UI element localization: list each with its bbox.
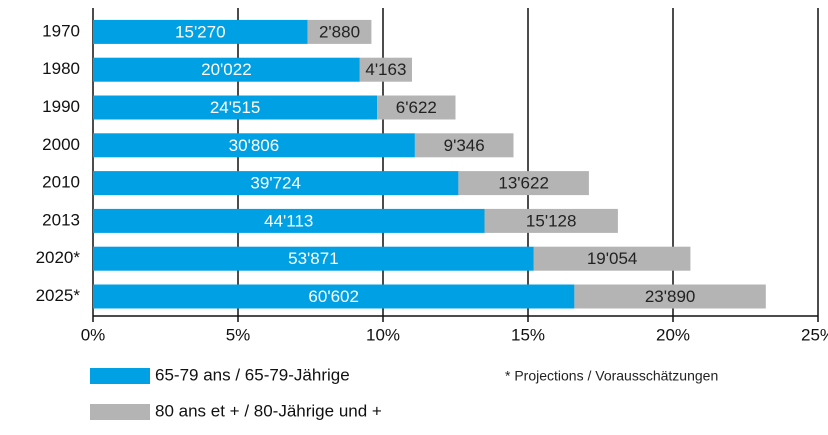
- bar-count-label: 20'022: [201, 60, 252, 79]
- bar-count-label: 30'806: [229, 136, 280, 155]
- bar-count-label: 6'622: [396, 98, 437, 117]
- x-tick-label: 10%: [366, 325, 400, 344]
- bar-segment: [484, 208, 618, 233]
- legend-label: 65-79 ans / 65-79-Jährige: [155, 365, 350, 384]
- bar-segment: [93, 171, 459, 196]
- bar-segment: [93, 133, 415, 158]
- y-tick-label: 2010: [42, 173, 80, 192]
- bar-segment: [93, 284, 575, 309]
- legend-label: 80 ans et + / 80-Jährige und +: [155, 401, 382, 420]
- bar-segment: [93, 19, 308, 44]
- bar-segment: [377, 95, 456, 120]
- bar-count-label: 15'270: [175, 22, 226, 41]
- bar-count-label: 15'128: [526, 211, 577, 230]
- x-tick-label: 0%: [81, 325, 106, 344]
- bar-count-label: 19'054: [587, 249, 638, 268]
- bar-segment: [93, 208, 485, 233]
- x-tick-label: 5%: [226, 325, 251, 344]
- x-tick-label: 25%: [801, 325, 828, 344]
- bar-segment: [574, 284, 766, 309]
- note: * Projections / Vorausschätzungen: [505, 368, 718, 384]
- x-tick-label: 15%: [511, 325, 545, 344]
- bar-count-label: 39'724: [250, 174, 301, 193]
- bar-count-label: 60'602: [308, 287, 359, 306]
- y-tick-label: 2025*: [36, 286, 81, 305]
- bar-count-label: 13'622: [498, 174, 549, 193]
- y-tick-label: 2013: [42, 210, 80, 229]
- bar-count-label: 2'880: [319, 22, 360, 41]
- bar-segment: [93, 57, 360, 82]
- y-tick-label: 1970: [42, 21, 80, 40]
- y-tick-label: 1980: [42, 59, 80, 78]
- y-tick-label: 2020*: [36, 248, 81, 267]
- y-tick-label: 1990: [42, 97, 80, 116]
- bar-count-label: 24'515: [210, 98, 261, 117]
- bar-count-label: 53'871: [288, 249, 339, 268]
- bar-segment: [359, 57, 412, 82]
- legend-swatch: [90, 404, 150, 420]
- bar-count-label: 4'163: [365, 60, 406, 79]
- bar-segment: [93, 95, 378, 120]
- bar-count-label: 44'113: [264, 211, 313, 230]
- x-tick-label: 20%: [656, 325, 690, 344]
- bar-count-label: 23'890: [645, 287, 696, 306]
- bar-segment: [458, 171, 589, 196]
- bar-count-label: 9'346: [444, 136, 485, 155]
- bar-segment: [414, 133, 514, 158]
- bar-segment: [93, 246, 534, 271]
- bar-segment: [533, 246, 691, 271]
- y-tick-label: 2000: [42, 135, 80, 154]
- bar-segment: [307, 19, 372, 44]
- legend-swatch: [90, 368, 150, 384]
